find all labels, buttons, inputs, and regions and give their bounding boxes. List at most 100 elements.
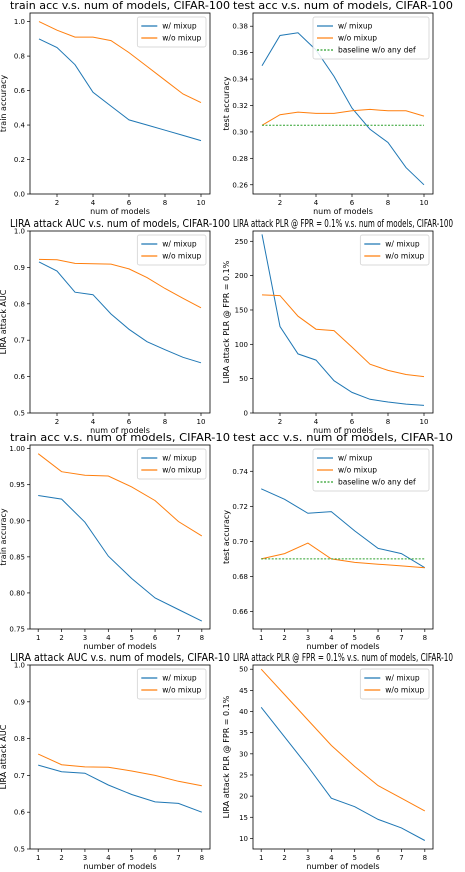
x-axis-label: number of models xyxy=(306,642,379,651)
x-tick-label: 2 xyxy=(282,634,286,642)
y-tick-label: 1.0 xyxy=(14,228,25,236)
series-line-mixup xyxy=(38,495,203,622)
x-tick-label: 4 xyxy=(329,854,334,862)
plot-frame xyxy=(29,230,211,414)
y-tick-label: 0.26 xyxy=(232,181,248,189)
x-axis-label: number of models xyxy=(306,862,379,871)
x-tick-label: 10 xyxy=(420,418,429,426)
x-tick-label: 2 xyxy=(55,418,59,426)
x-tick-label: 3 xyxy=(83,634,87,642)
x-tick-label: 1 xyxy=(36,634,40,642)
y-tick-label: 0.9 xyxy=(14,264,25,272)
y-tick-label: 200 xyxy=(235,272,248,280)
x-tick-label: 6 xyxy=(376,854,381,862)
legend-box xyxy=(136,16,207,48)
x-tick-label: 4 xyxy=(314,199,319,207)
y-tick-label: 0.75 xyxy=(9,626,25,634)
y-tick-label: 0.7 xyxy=(14,337,25,345)
legend-label-baseline: baseline w/o any def xyxy=(338,478,416,487)
legend-box xyxy=(136,668,207,700)
x-tick-label: 4 xyxy=(314,418,319,426)
x-tick-label: 1 xyxy=(36,854,40,862)
chart-2: 2 4 6 8 10 0.26 0.28 0.30 0.32 0.34 0.36 0.38 test a… xyxy=(222,0,453,216)
plot-frame xyxy=(252,12,434,195)
x-tick-label: 6 xyxy=(127,199,132,207)
legend-label-mixup: w/ mixup xyxy=(385,674,420,683)
chart-6: 1 2 3 4 5 6 7 8 0.66 0.68 0.70 0.72 0.74 test acc v.s… xyxy=(222,432,453,651)
y-tick-label: 30 xyxy=(239,750,248,758)
x-tick-label: 3 xyxy=(306,854,310,862)
x-tick-label: 7 xyxy=(176,854,180,862)
x-tick-label: 7 xyxy=(399,854,403,862)
y-tick-label: 0 xyxy=(244,410,248,418)
series-line-mixup xyxy=(260,706,426,841)
x-tick-label: 6 xyxy=(127,418,132,426)
y-tick-label: 0.72 xyxy=(232,503,248,511)
plot-frame xyxy=(252,664,434,850)
x-tick-label: 1 xyxy=(259,854,263,862)
x-tick-label: 8 xyxy=(163,418,167,426)
legend-label-nomixup: w/o mixup xyxy=(162,252,201,261)
y-tick-label: 0.30 xyxy=(232,128,248,136)
x-tick-label: 2 xyxy=(55,199,59,207)
x-tick-label: 6 xyxy=(350,199,355,207)
series-line-nomixup xyxy=(261,542,425,569)
y-tick-label: 0.90 xyxy=(9,517,25,525)
x-tick-label: 4 xyxy=(91,199,96,207)
chart-title: LIRA attack AUC v.s. num of models, CIFA… xyxy=(10,652,230,664)
x-tick-label: 4 xyxy=(106,854,111,862)
y-tick-label: 0.38 xyxy=(232,23,248,31)
y-tick-label: 1.0 xyxy=(14,662,25,670)
y-tick-label: 0.6 xyxy=(14,373,26,381)
y-axis-label: LIRA attack PLR @ FPR = 0.1% xyxy=(222,695,231,818)
x-tick-label: 8 xyxy=(423,854,427,862)
y-tick-label: 0.9 xyxy=(14,698,25,706)
series-line-nomixup xyxy=(37,453,203,537)
x-tick-label: 8 xyxy=(386,418,390,426)
chart-title: test acc v.s. num of models, CIFAR-100 xyxy=(233,0,453,12)
y-tick-label: 0.2 xyxy=(14,156,25,164)
x-tick-label: 7 xyxy=(176,634,180,642)
chart-title: test acc v.s. num of models, CIFAR-10 xyxy=(233,432,453,444)
legend: w/ mixup w/o mixup baseline w/o any def xyxy=(312,448,430,492)
x-tick-label: 2 xyxy=(59,854,63,862)
legend: w/ mixup w/o mixup xyxy=(136,668,207,700)
x-axis-label: num of models xyxy=(313,207,373,216)
series-line-nomixup xyxy=(37,753,202,787)
x-axis-label: num of models xyxy=(90,426,150,435)
legend-label-nomixup: w/o mixup xyxy=(385,686,424,695)
chart-title: train acc v.s. num of models, CIFAR-100 xyxy=(10,0,230,12)
y-tick-label: 0.32 xyxy=(232,102,248,110)
y-axis-label: LIRA attack AUC xyxy=(0,724,8,789)
chart-title: train acc v.s. num of models, CIFAR-10 xyxy=(10,432,230,444)
series-line-mixup xyxy=(261,32,425,186)
x-tick-label: 6 xyxy=(350,418,355,426)
series-line-mixup xyxy=(38,764,202,813)
series-line-nomixup xyxy=(38,258,202,309)
legend-label-mixup: w/ mixup xyxy=(385,240,420,249)
x-tick-label: 10 xyxy=(197,199,206,207)
legend-box xyxy=(136,234,207,266)
series-line-mixup xyxy=(260,488,426,569)
y-tick-label: 45 xyxy=(239,687,248,695)
x-axis-label: num of models xyxy=(90,207,150,216)
y-tick-label: 0.68 xyxy=(232,573,248,581)
x-tick-label: 2 xyxy=(278,199,282,207)
series-line-mixup xyxy=(38,38,202,142)
chart-title: LIRA attack PLR @ FPR = 0.1% v.s. num of… xyxy=(233,218,453,230)
y-tick-label: 0.8 xyxy=(14,735,25,743)
y-tick-label: 15 xyxy=(239,814,248,822)
legend: w/ mixup w/o mixup xyxy=(359,668,430,700)
plot-frame xyxy=(29,444,211,630)
x-tick-label: 8 xyxy=(200,854,204,862)
legend-label-mixup: w/ mixup xyxy=(338,454,373,463)
x-tick-label: 4 xyxy=(329,634,334,642)
y-tick-label: 20 xyxy=(239,793,248,801)
y-tick-label: 1.00 xyxy=(9,445,25,453)
legend-label-nomixup: w/o mixup xyxy=(162,34,201,43)
plot-frame xyxy=(29,664,211,850)
